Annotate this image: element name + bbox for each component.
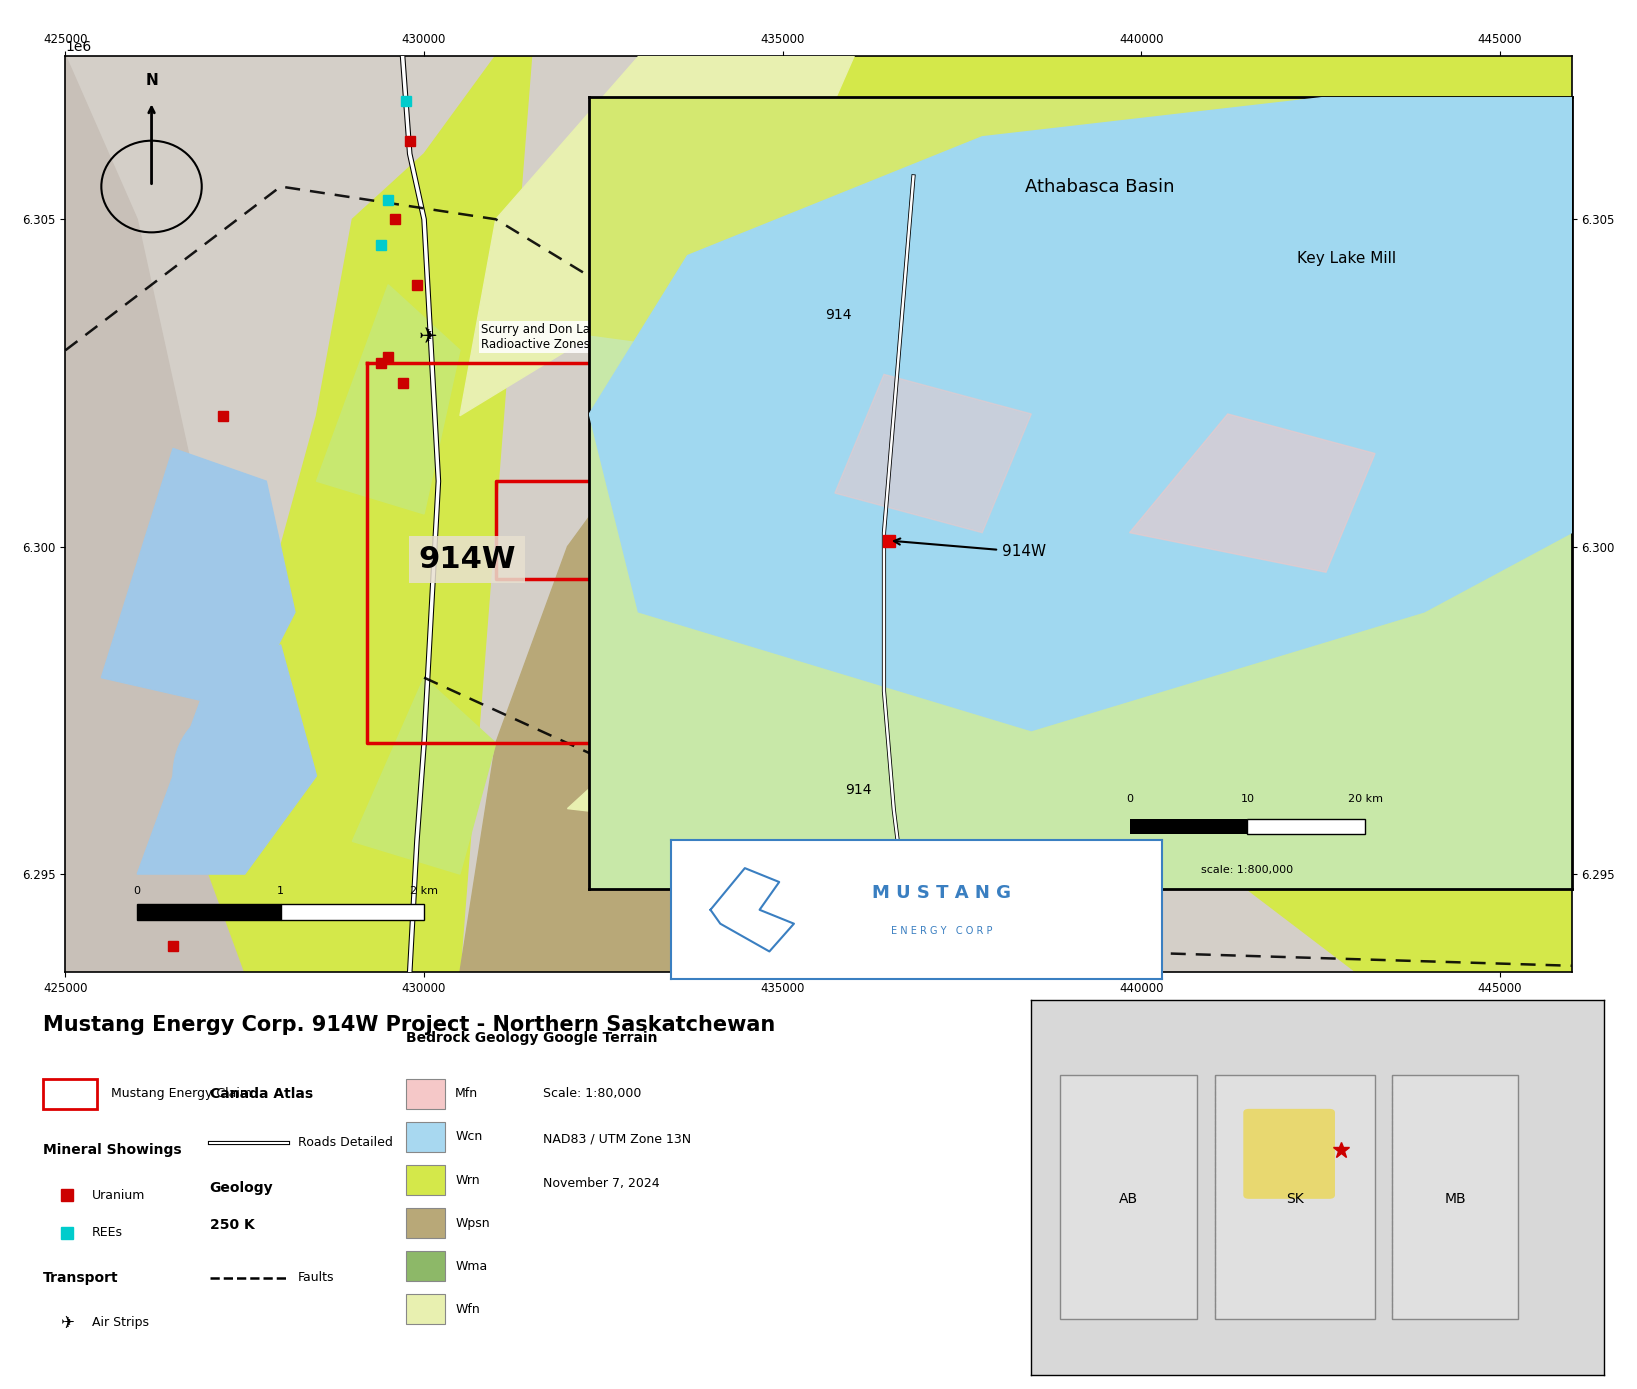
Text: Wpsn: Wpsn <box>455 1217 489 1229</box>
Bar <box>43 1079 97 1108</box>
Text: 1: 1 <box>277 886 285 896</box>
Text: 20 km: 20 km <box>1347 795 1383 804</box>
Text: 914: 914 <box>845 783 871 797</box>
Text: 2 km: 2 km <box>409 886 439 896</box>
Ellipse shape <box>927 789 1012 842</box>
Text: Roads Detailed: Roads Detailed <box>298 1136 393 1149</box>
Bar <box>1215 1075 1375 1320</box>
Text: N: N <box>146 74 157 89</box>
Text: E N E R G Y   C O R P: E N E R G Y C O R P <box>891 925 992 936</box>
Text: Mfn: Mfn <box>455 1088 478 1100</box>
Text: Mustang Energy Corp. 914W Project - Northern Saskatchewan: Mustang Energy Corp. 914W Project - Nort… <box>43 1015 774 1035</box>
Text: 10: 10 <box>1241 795 1254 804</box>
Text: Uranium: Uranium <box>92 1189 146 1201</box>
Text: SK: SK <box>1287 1192 1303 1206</box>
Text: Scurry and Don Lake
Radioactive Zones: Scurry and Don Lake Radioactive Zones <box>481 324 604 351</box>
Bar <box>1130 820 1247 833</box>
Polygon shape <box>210 56 532 972</box>
Bar <box>406 1165 445 1195</box>
FancyBboxPatch shape <box>1244 1108 1336 1199</box>
Polygon shape <box>782 56 1572 972</box>
Text: 914: 914 <box>825 308 851 322</box>
Polygon shape <box>138 644 316 874</box>
Bar <box>138 903 280 920</box>
Polygon shape <box>1130 414 1375 572</box>
Polygon shape <box>568 350 855 579</box>
Text: Wma: Wma <box>455 1260 488 1272</box>
Polygon shape <box>568 613 927 842</box>
Text: NAD83 / UTM Zone 13N: NAD83 / UTM Zone 13N <box>543 1132 691 1146</box>
Text: Key Lake Mill: Key Lake Mill <box>1297 251 1396 267</box>
Circle shape <box>825 160 882 213</box>
Text: Scale: 1:80,000: Scale: 1:80,000 <box>543 1088 642 1100</box>
Bar <box>1391 1075 1519 1320</box>
Text: ✈: ✈ <box>61 1314 74 1332</box>
Text: Wfn: Wfn <box>455 1303 480 1315</box>
Polygon shape <box>352 678 496 874</box>
Text: November 7, 2024: November 7, 2024 <box>543 1178 660 1190</box>
Text: 914W: 914W <box>419 546 516 574</box>
Circle shape <box>933 324 990 376</box>
Text: Wcn: Wcn <box>455 1131 483 1143</box>
Text: 250 K: 250 K <box>210 1218 254 1232</box>
Polygon shape <box>589 97 1572 889</box>
Text: AB: AB <box>1120 1192 1138 1206</box>
Polygon shape <box>589 97 1572 414</box>
Text: Mineral Showings: Mineral Showings <box>43 1143 182 1157</box>
Polygon shape <box>65 56 280 972</box>
Text: Geology: Geology <box>210 1181 273 1195</box>
Polygon shape <box>589 97 1572 731</box>
Text: 914W: 914W <box>894 539 1046 560</box>
Bar <box>406 1079 445 1108</box>
Polygon shape <box>460 56 1357 972</box>
Ellipse shape <box>638 507 697 547</box>
Text: Bedrock Geology: Bedrock Geology <box>406 1031 539 1045</box>
Bar <box>406 1251 445 1281</box>
Text: Canada Atlas: Canada Atlas <box>210 1086 313 1101</box>
Polygon shape <box>101 449 295 710</box>
Text: Mustang Energy Claim: Mustang Energy Claim <box>111 1088 252 1100</box>
Bar <box>1247 820 1365 833</box>
Circle shape <box>719 193 776 246</box>
Text: Transport: Transport <box>43 1271 118 1285</box>
Bar <box>406 1295 445 1325</box>
Text: Air Strips: Air Strips <box>92 1317 149 1329</box>
Bar <box>280 903 424 920</box>
Bar <box>406 1208 445 1238</box>
Text: Wrn: Wrn <box>455 1174 480 1186</box>
Text: M U S T A N G: M U S T A N G <box>873 885 1010 901</box>
Bar <box>406 1122 445 1151</box>
Text: REEs: REEs <box>92 1226 123 1239</box>
Polygon shape <box>460 56 855 415</box>
Text: 0: 0 <box>1126 795 1133 804</box>
Text: Google Terrain: Google Terrain <box>543 1031 658 1045</box>
Bar <box>1061 1075 1198 1320</box>
Text: MB: MB <box>1444 1192 1467 1206</box>
Text: 0: 0 <box>134 886 141 896</box>
Text: scale: 1:800,000: scale: 1:800,000 <box>1202 865 1293 875</box>
Text: ✈: ✈ <box>419 328 437 347</box>
Polygon shape <box>316 285 460 514</box>
Polygon shape <box>835 375 1031 533</box>
Ellipse shape <box>174 710 280 842</box>
Ellipse shape <box>710 383 755 415</box>
Text: Athabasca Basin: Athabasca Basin <box>1025 178 1175 196</box>
Text: Faults: Faults <box>298 1271 334 1283</box>
